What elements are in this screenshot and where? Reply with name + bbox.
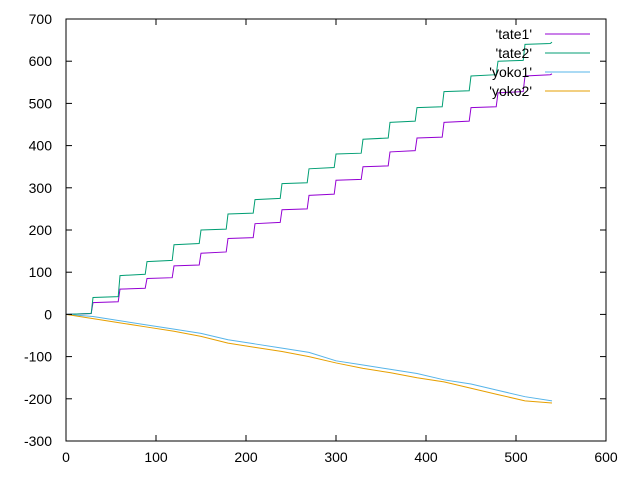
series-line-2 <box>65 41 553 315</box>
x-tick-label: 500 <box>504 449 528 465</box>
y-tick-label: -200 <box>24 391 52 407</box>
series-line-1 <box>65 73 553 315</box>
y-tick-label: 500 <box>29 95 53 111</box>
data-layer <box>65 41 553 404</box>
y-tick-label: 100 <box>29 264 53 280</box>
y-tick-label: 200 <box>29 222 53 238</box>
y-tick-label: 600 <box>29 53 53 69</box>
x-tick-label: 300 <box>324 449 348 465</box>
x-tick-label: 200 <box>234 449 258 465</box>
legend-label: 'yoko1' <box>489 64 532 80</box>
x-tick-label: 600 <box>594 449 618 465</box>
series-line-4 <box>65 313 553 404</box>
legend-label: 'tate1' <box>496 26 532 42</box>
axes-layer: 0 100 200 300 400 500 600 -300 -200 -100 0 100 200 30… <box>24 11 618 465</box>
legend-label: 'yoko2' <box>489 83 532 99</box>
y-tick-label: 0 <box>44 306 52 322</box>
y-tick-label: -300 <box>24 433 52 449</box>
x-tick-label: 100 <box>144 449 168 465</box>
x-tick-label: 0 <box>62 449 70 465</box>
y-tick-label: 700 <box>29 11 53 27</box>
y-tick-label: 400 <box>29 138 53 154</box>
x-tick-label: 400 <box>414 449 438 465</box>
legend-label: 'tate2' <box>496 45 532 61</box>
y-tick-label: 300 <box>29 180 53 196</box>
y-tick-label: -100 <box>24 349 52 365</box>
series-line-3 <box>65 313 553 402</box>
legend: 'tate1' 'tate2' 'yoko1' 'yoko2' <box>489 26 590 99</box>
